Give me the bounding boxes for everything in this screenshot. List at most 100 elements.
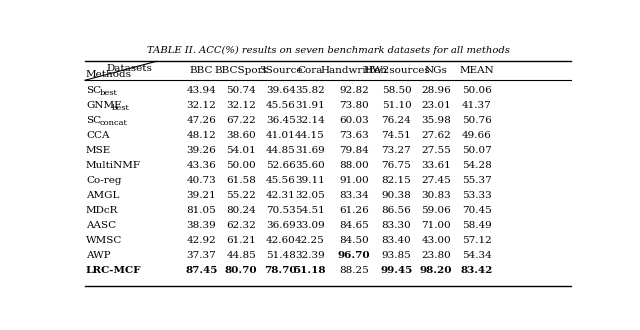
- Text: 43.36: 43.36: [187, 161, 216, 170]
- Text: 57.12: 57.12: [462, 236, 492, 245]
- Text: MDcR: MDcR: [86, 206, 118, 215]
- Text: 99.45: 99.45: [380, 266, 413, 275]
- Text: Datasets: Datasets: [107, 64, 152, 73]
- Text: 50.76: 50.76: [462, 116, 492, 125]
- Text: 52.66: 52.66: [266, 161, 296, 170]
- Text: 42.31: 42.31: [266, 191, 296, 200]
- Text: AWP: AWP: [86, 251, 111, 260]
- Text: 53.33: 53.33: [462, 191, 492, 200]
- Text: 93.85: 93.85: [381, 251, 412, 260]
- Text: best: best: [111, 104, 129, 112]
- Text: AMGL: AMGL: [86, 191, 119, 200]
- Text: SC: SC: [86, 86, 101, 95]
- Text: 49.66: 49.66: [462, 131, 492, 140]
- Text: 43.00: 43.00: [421, 236, 451, 245]
- Text: GNMF: GNMF: [86, 101, 121, 110]
- Text: 32.14: 32.14: [295, 116, 324, 125]
- Text: 76.75: 76.75: [381, 161, 412, 170]
- Text: 83.30: 83.30: [381, 221, 412, 230]
- Text: 33.09: 33.09: [295, 221, 324, 230]
- Text: 70.53: 70.53: [266, 206, 296, 215]
- Text: AASC: AASC: [86, 221, 116, 230]
- Text: 50.06: 50.06: [462, 86, 492, 95]
- Text: 67.22: 67.22: [227, 116, 256, 125]
- Text: 50.74: 50.74: [227, 86, 256, 95]
- Text: 44.15: 44.15: [295, 131, 324, 140]
- Text: 47.26: 47.26: [187, 116, 216, 125]
- Text: 73.27: 73.27: [381, 146, 412, 155]
- Text: 82.15: 82.15: [381, 176, 412, 185]
- Text: WMSC: WMSC: [86, 236, 122, 245]
- Text: 35.60: 35.60: [295, 161, 324, 170]
- Text: BBCSport: BBCSport: [215, 66, 268, 75]
- Text: 98.20: 98.20: [420, 266, 452, 275]
- Text: 80.24: 80.24: [227, 206, 256, 215]
- Text: MultiNMF: MultiNMF: [86, 161, 141, 170]
- Text: 45.56: 45.56: [266, 176, 296, 185]
- Text: 39.21: 39.21: [187, 191, 216, 200]
- Text: 54.28: 54.28: [462, 161, 492, 170]
- Text: 27.55: 27.55: [421, 146, 451, 155]
- Text: 23.01: 23.01: [421, 101, 451, 110]
- Text: 51.48: 51.48: [266, 251, 296, 260]
- Text: 40.73: 40.73: [187, 176, 216, 185]
- Text: 61.26: 61.26: [339, 206, 369, 215]
- Text: 60.03: 60.03: [339, 116, 369, 125]
- Text: 31.91: 31.91: [295, 101, 324, 110]
- Text: SC: SC: [86, 116, 101, 125]
- Text: 83.42: 83.42: [461, 266, 493, 275]
- Text: 83.40: 83.40: [381, 236, 412, 245]
- Text: 61.21: 61.21: [227, 236, 256, 245]
- Text: 39.64: 39.64: [266, 86, 296, 95]
- Text: 43.94: 43.94: [187, 86, 216, 95]
- Text: 54.01: 54.01: [227, 146, 256, 155]
- Text: 42.60: 42.60: [266, 236, 296, 245]
- Text: Cora: Cora: [297, 66, 323, 75]
- Text: MSE: MSE: [86, 146, 111, 155]
- Text: 42.25: 42.25: [295, 236, 324, 245]
- Text: 55.22: 55.22: [227, 191, 256, 200]
- Text: LRC-MCF: LRC-MCF: [86, 266, 141, 275]
- Text: 92.82: 92.82: [339, 86, 369, 95]
- Text: concat: concat: [100, 119, 128, 127]
- Text: 71.00: 71.00: [421, 221, 451, 230]
- Text: 61.58: 61.58: [227, 176, 256, 185]
- Text: 62.32: 62.32: [227, 221, 256, 230]
- Text: 96.70: 96.70: [338, 251, 371, 260]
- Text: TABLE II. ACC(%) results on seven benchmark datasets for all methods: TABLE II. ACC(%) results on seven benchm…: [147, 46, 509, 55]
- Text: 30.83: 30.83: [421, 191, 451, 200]
- Text: 27.62: 27.62: [421, 131, 451, 140]
- Text: 83.34: 83.34: [339, 191, 369, 200]
- Text: 86.56: 86.56: [381, 206, 412, 215]
- Text: 27.45: 27.45: [421, 176, 451, 185]
- Text: 58.49: 58.49: [462, 221, 492, 230]
- Text: Co-reg: Co-reg: [86, 176, 122, 185]
- Text: 70.45: 70.45: [462, 206, 492, 215]
- Text: 42.92: 42.92: [187, 236, 216, 245]
- Text: 3Source: 3Source: [259, 66, 303, 75]
- Text: 38.39: 38.39: [187, 221, 216, 230]
- Text: 28.96: 28.96: [421, 86, 451, 95]
- Text: 35.98: 35.98: [421, 116, 451, 125]
- Text: 32.39: 32.39: [295, 251, 324, 260]
- Text: 51.18: 51.18: [293, 266, 326, 275]
- Text: HW2sources: HW2sources: [363, 66, 430, 75]
- Text: MEAN: MEAN: [460, 66, 494, 75]
- Text: 88.25: 88.25: [339, 266, 369, 275]
- Text: 76.24: 76.24: [381, 116, 412, 125]
- Text: 44.85: 44.85: [227, 251, 256, 260]
- Text: CCA: CCA: [86, 131, 109, 140]
- Text: 32.12: 32.12: [227, 101, 256, 110]
- Text: 31.69: 31.69: [295, 146, 324, 155]
- Text: 36.69: 36.69: [266, 221, 296, 230]
- Text: 81.05: 81.05: [187, 206, 216, 215]
- Text: 78.70: 78.70: [264, 266, 297, 275]
- Text: 32.12: 32.12: [187, 101, 216, 110]
- Text: NGs: NGs: [425, 66, 447, 75]
- Text: 90.38: 90.38: [381, 191, 412, 200]
- Text: 54.34: 54.34: [462, 251, 492, 260]
- Text: 50.00: 50.00: [227, 161, 256, 170]
- Text: 91.00: 91.00: [339, 176, 369, 185]
- Text: 79.84: 79.84: [339, 146, 369, 155]
- Text: 73.80: 73.80: [339, 101, 369, 110]
